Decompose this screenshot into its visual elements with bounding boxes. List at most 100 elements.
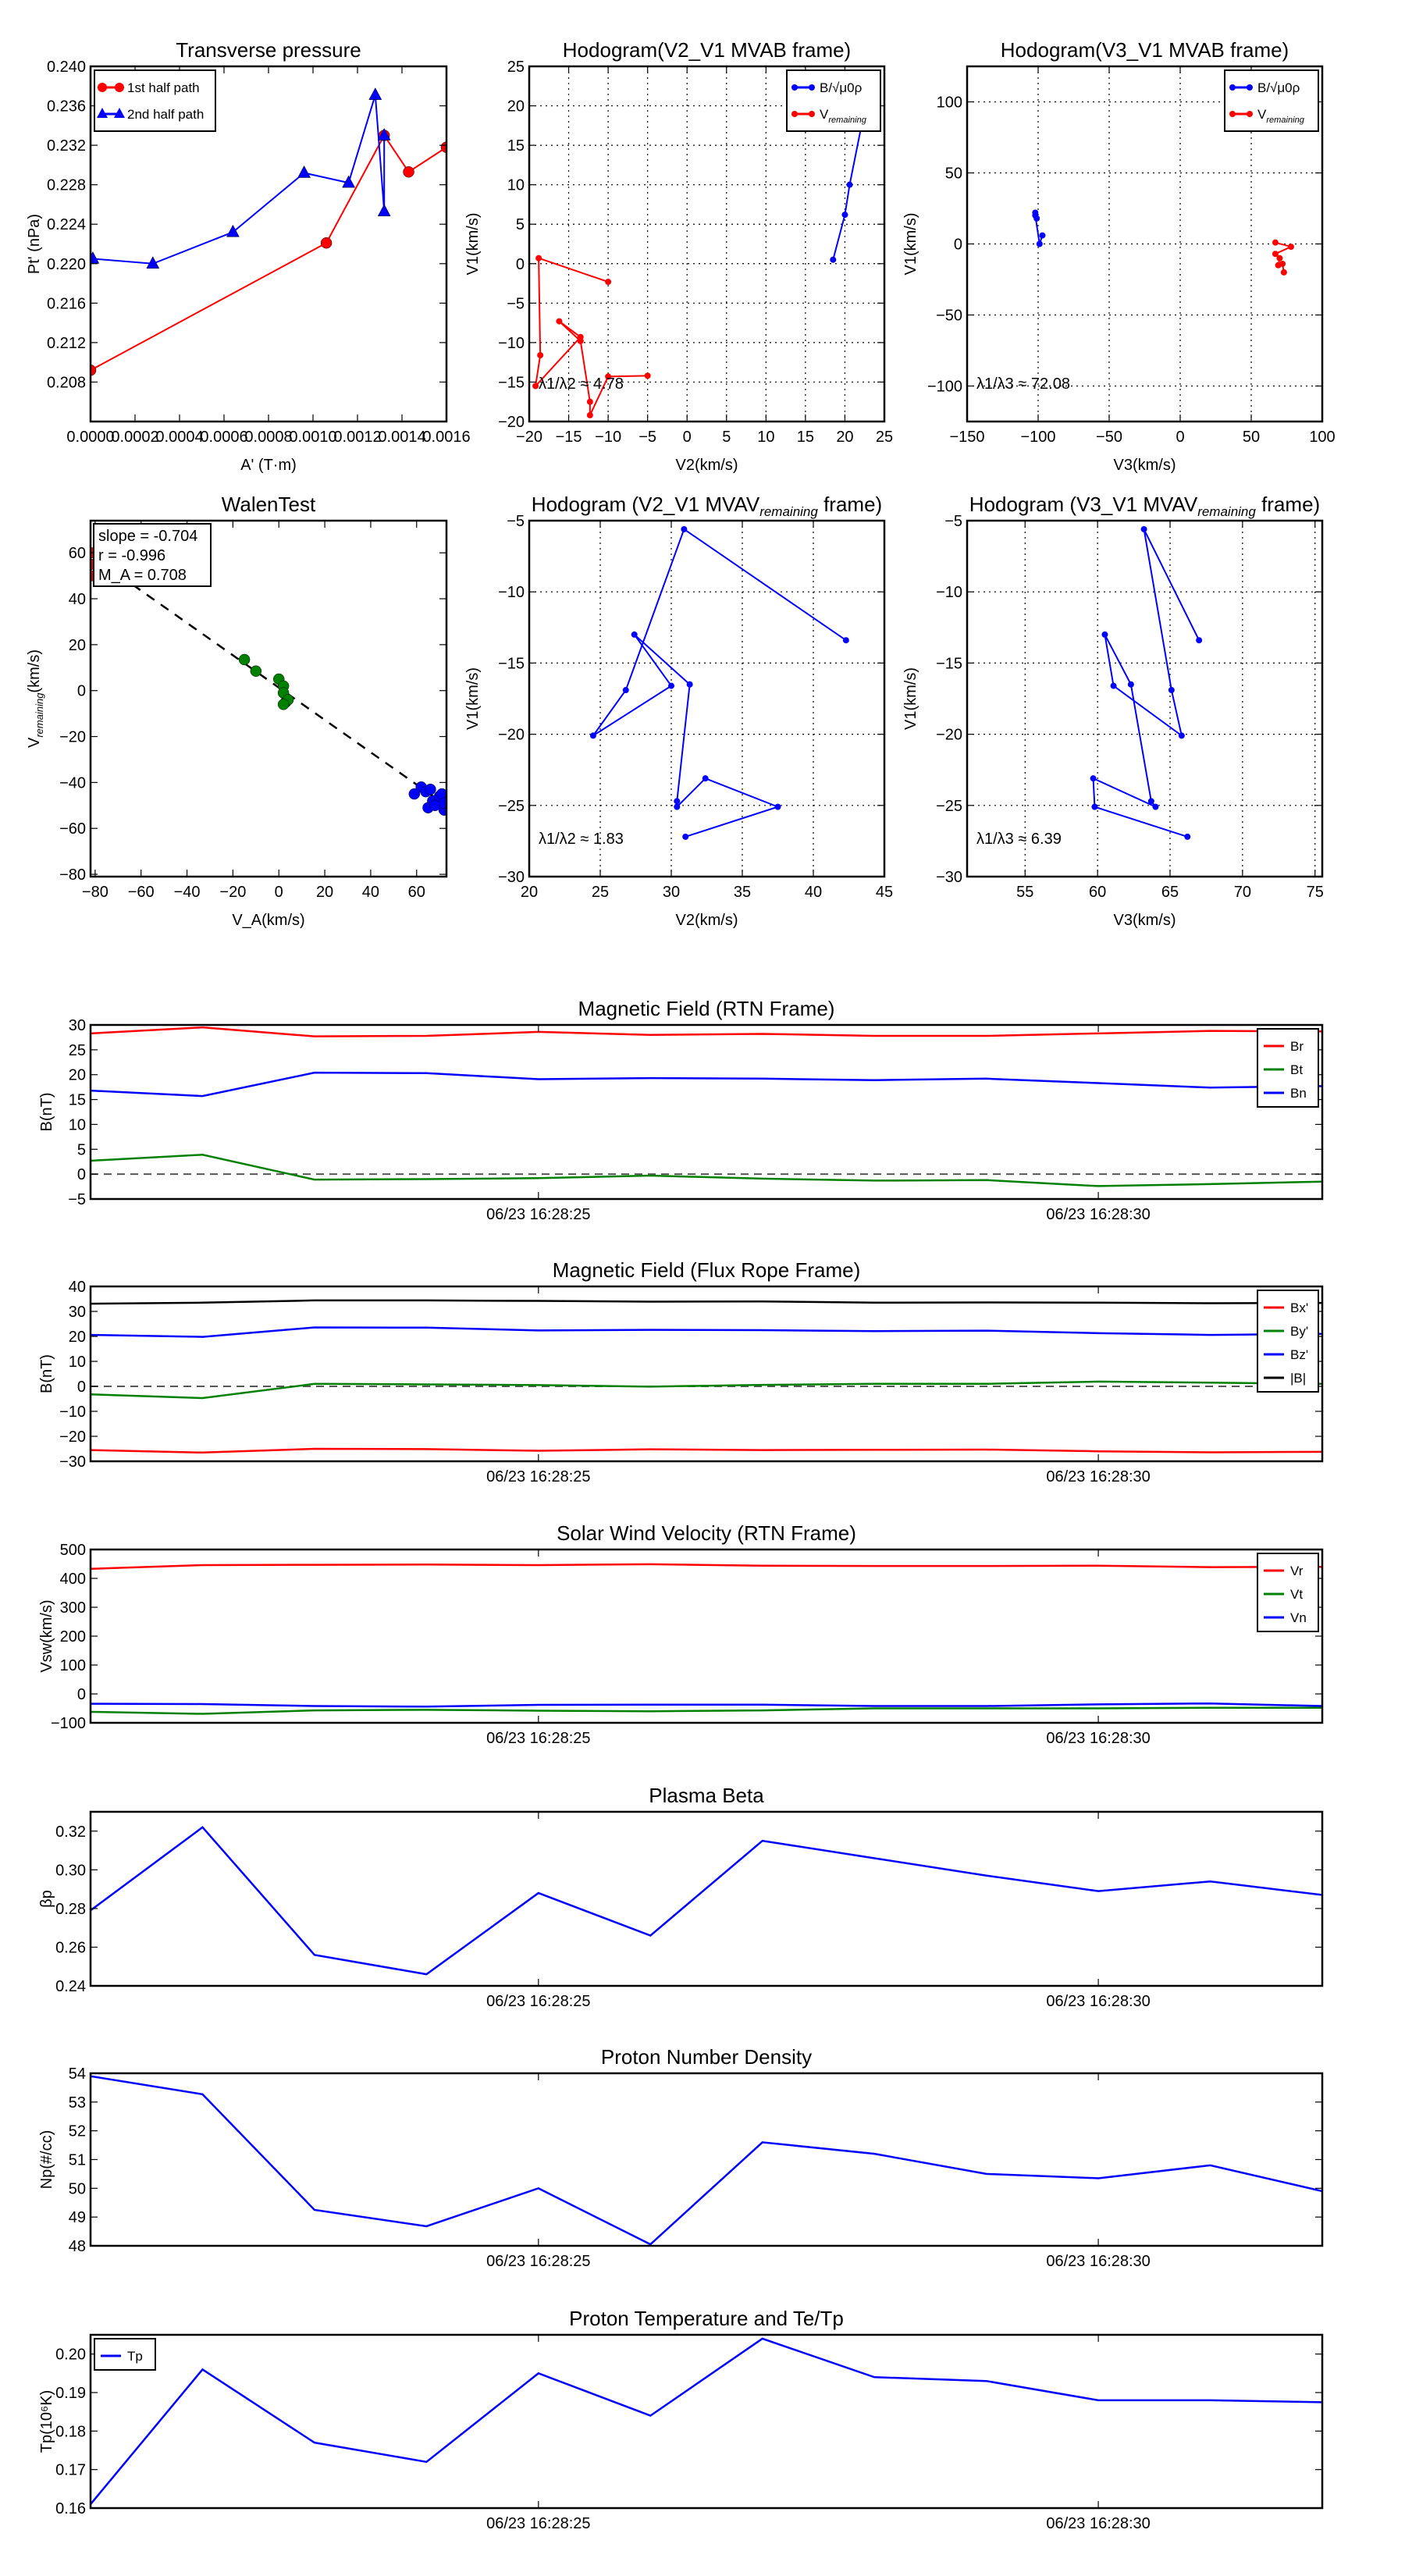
legend: B/√μ0ρ Vremaining	[1224, 69, 1319, 132]
y-tick-label: 0.24	[55, 1978, 86, 1995]
y-tick-label: −60	[59, 820, 86, 838]
stats-box: slope = -0.704 r = -0.996 M_A = 0.708	[93, 523, 212, 587]
y-tick-label: 0.208	[47, 374, 86, 391]
y-tick-label: 5	[77, 1141, 86, 1158]
legend-marker	[114, 108, 125, 118]
y-tick-label: −20	[936, 727, 962, 744]
y-tick-label: 60	[69, 545, 86, 562]
y-tick-label: 50	[945, 165, 962, 183]
data-point	[1036, 240, 1043, 247]
data-point	[377, 204, 391, 217]
data-point	[682, 833, 689, 840]
y-axis-label: Vremaining(km/s)	[26, 649, 45, 748]
data-point	[1280, 269, 1287, 276]
x-tick-label: 55	[1016, 884, 1033, 901]
series-line	[91, 1380, 1322, 1400]
y-axis-label: V1(km/s)	[902, 213, 919, 276]
chart-title: WalenTest	[222, 493, 316, 516]
data-point	[631, 631, 638, 638]
y-tick-label: 0.236	[47, 98, 86, 116]
series-Np	[91, 2075, 1322, 2246]
y-axis-label: Pt' (nPa)	[26, 214, 43, 274]
legend-marker	[1247, 111, 1253, 117]
y-tick-label: 20	[69, 1067, 86, 1084]
chart-title: Hodogram(V2_V1 MVAB frame)	[563, 38, 851, 62]
x-tick-label: 20	[836, 429, 853, 446]
data-point	[1090, 775, 1097, 782]
series-B/√μ0ρ	[830, 110, 867, 263]
legend-label: Vremaining	[820, 107, 867, 125]
y-tick-label: 300	[60, 1599, 86, 1617]
y-tick-label: −30	[498, 869, 525, 886]
series-V	[589, 525, 849, 840]
y-tick-label: 0.26	[55, 1939, 86, 1956]
data-point	[589, 732, 596, 739]
y-tick-label: 48	[69, 2238, 86, 2255]
data-point	[342, 175, 356, 188]
series-beta	[91, 1826, 1322, 1976]
axes-frame	[89, 1810, 1324, 1987]
data-point	[1032, 212, 1039, 219]
data-point	[440, 141, 446, 153]
eigenvalue-ratio-annotation: λ1/λ3 ≈ 6.39	[976, 831, 1062, 848]
y-tick-label: 0.240	[47, 59, 86, 76]
y-tick-label: 500	[60, 1542, 86, 1559]
series-2nd half path	[91, 87, 391, 269]
data-point	[535, 254, 542, 262]
data-point	[146, 256, 160, 269]
y-tick-label: −20	[498, 414, 525, 431]
x-tick-label: 20	[316, 884, 333, 901]
data-point	[842, 637, 849, 644]
data-point	[532, 382, 539, 390]
x-axis-label: V2(km/s)	[676, 457, 738, 474]
y-tick-label: 0	[516, 256, 525, 273]
series-line	[91, 1563, 1322, 1571]
fit-line	[91, 554, 446, 807]
x-tick-label: 06/23 16:28:30	[1046, 2515, 1150, 2532]
x-tick-label: −100	[1020, 429, 1055, 446]
y-axis-label: βp	[38, 1890, 55, 1908]
data-point	[1279, 260, 1286, 267]
axes-frame	[89, 1023, 1324, 1201]
x-tick-label: 06/23 16:28:25	[486, 1468, 590, 1485]
x-tick-label: −15	[556, 429, 582, 446]
legend: 1st half path 2nd half path	[94, 69, 216, 132]
y-tick-label: −10	[498, 584, 525, 601]
data-point	[1168, 687, 1175, 694]
x-tick-label: 0	[275, 884, 283, 901]
x-tick-label: 06/23 16:28:30	[1046, 1206, 1150, 1223]
x-tick-label: −10	[595, 429, 621, 446]
data-point	[297, 165, 311, 178]
stats-line: M_A = 0.708	[98, 567, 187, 584]
series-Vr	[91, 1563, 1322, 1571]
x-tick-label: −60	[128, 884, 155, 901]
y-tick-label: 100	[60, 1657, 86, 1674]
series-line	[91, 1326, 1322, 1338]
chart-solar-wind-velocity: Solar Wind Velocity (RTN Frame) 06/23 16:…	[38, 1521, 1324, 1747]
legend-label: Br	[1290, 1039, 1304, 1054]
legend-marker	[115, 83, 124, 92]
data-point	[668, 682, 674, 689]
x-tick-label: 0.0004	[155, 429, 203, 446]
series-end	[408, 781, 446, 816]
x-axis-label: V_A(km/s)	[232, 912, 304, 929]
series-line	[592, 528, 847, 838]
series-Tp	[91, 2337, 1322, 2505]
y-tick-label: 0.220	[47, 256, 86, 273]
series-Bz'	[91, 1326, 1322, 1338]
axes-frame	[89, 1548, 1324, 1724]
data-point	[556, 318, 563, 325]
x-tick-label: 06/23 16:28:30	[1046, 1730, 1150, 1747]
x-axis-label: V2(km/s)	[676, 912, 738, 929]
chart-title: Solar Wind Velocity (RTN Frame)	[557, 1521, 856, 1545]
axes-frame	[89, 2333, 1324, 2510]
series-line	[91, 1447, 1322, 1454]
series-V_remaining	[1272, 239, 1294, 276]
x-tick-label: 06/23 16:28:25	[486, 1730, 590, 1747]
y-tick-label: 0.18	[55, 2423, 86, 2440]
x-tick-label: 50	[1243, 429, 1260, 446]
x-tick-label: 06/23 16:28:25	[486, 2515, 590, 2532]
y-tick-label: −30	[936, 869, 962, 886]
data-point	[1101, 631, 1108, 638]
axes-frame	[528, 65, 886, 423]
